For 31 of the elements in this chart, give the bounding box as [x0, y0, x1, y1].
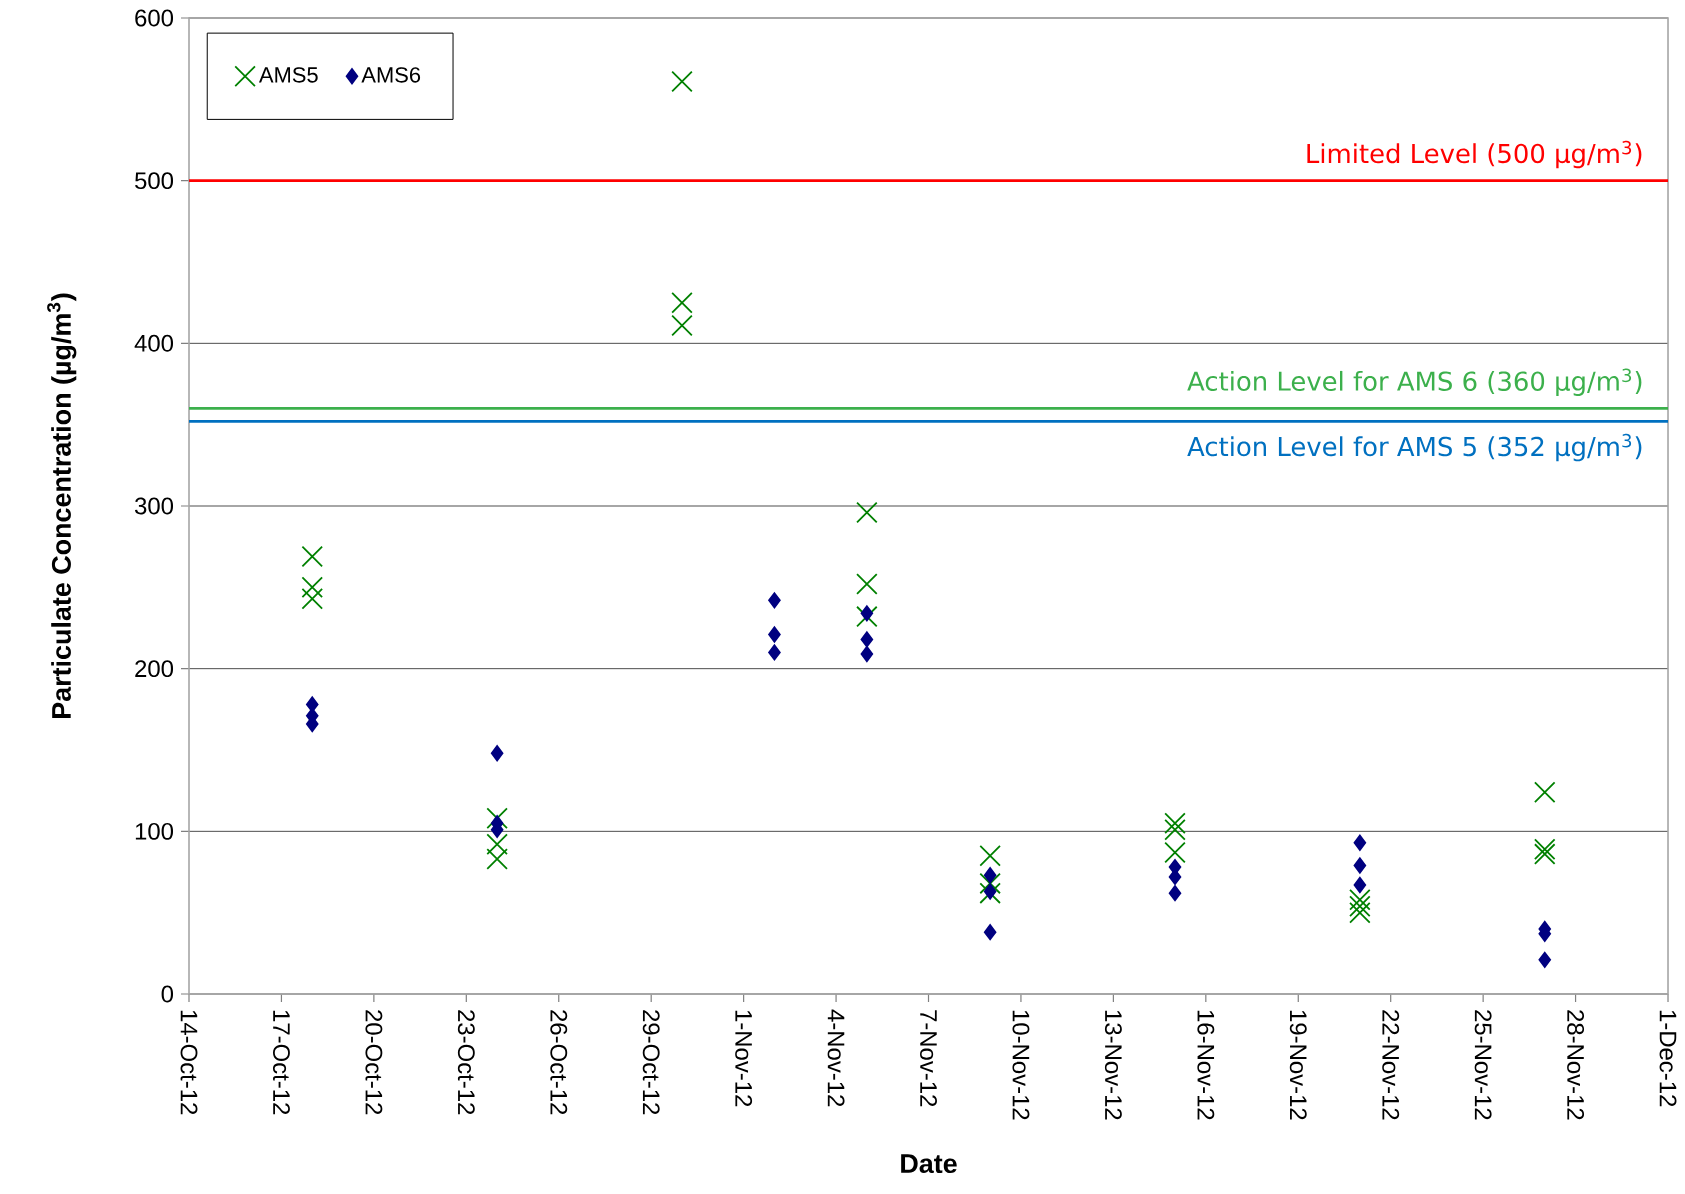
ref-line-label: Limited Level (500 µg/m$^{3}$) [1307, 140, 1642, 169]
x-tick-label: 10-Nov-12 [1012, 1010, 1030, 1120]
x-tick-label: 1-Dec-12 [1659, 1010, 1677, 1107]
y-axis-title: Particulate Concentration (µg/m$^{3}$) [47, 293, 77, 718]
x-tick-label: 16-Nov-12 [1197, 1010, 1215, 1120]
x-tick-label: 25-Nov-12 [1474, 1010, 1492, 1120]
y-tick-label: 500 [135, 172, 174, 190]
y-tick-label: 200 [135, 660, 174, 678]
x-tick-label: 13-Nov-12 [1104, 1010, 1122, 1120]
x-tick-label: 1-Nov-12 [735, 1010, 753, 1107]
y-tick-label: 600 [135, 9, 174, 27]
x-tick-label: 14-Oct-12 [180, 1010, 198, 1115]
y-tick-label: 0 [161, 985, 174, 1003]
x-tick-label: 22-Nov-12 [1382, 1010, 1400, 1120]
y-tick-label: 300 [134, 497, 174, 515]
x-tick-label: 19-Nov-12 [1289, 1010, 1307, 1120]
x-axis-title: Date [901, 1154, 957, 1174]
x-tick-label: 7-Nov-12 [920, 1010, 937, 1107]
y-tick-label: 400 [134, 334, 174, 352]
x-tick-label: 4-Nov-12 [827, 1009, 845, 1107]
x-tick-label: 29-Oct-12 [642, 1010, 660, 1115]
legend-label: AMS5 [258, 67, 318, 83]
x-tick-label: 17-Oct-12 [272, 1010, 290, 1115]
ref-line-label: Action Level for AMS 6 (360 µg/m$^{3}$) [1187, 368, 1642, 396]
y-tick-label: 100 [135, 822, 174, 840]
x-tick-label: 26-Oct-12 [550, 1010, 568, 1115]
legend-label: AMS6 [361, 67, 421, 83]
x-tick-label: 28-Nov-12 [1567, 1010, 1585, 1120]
ref-line-label: Action Level for AMS 5 (352 µg/m$^{3}$) [1187, 433, 1642, 462]
x-tick-label: 23-Oct-12 [457, 1010, 475, 1115]
x-tick-label: 20-Oct-12 [365, 1010, 383, 1115]
